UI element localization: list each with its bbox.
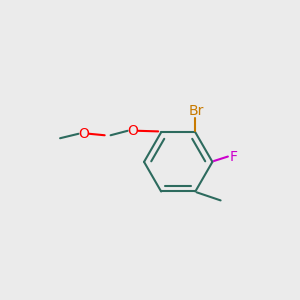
Text: O: O [78, 127, 89, 141]
Text: F: F [229, 149, 237, 164]
Text: Br: Br [188, 104, 204, 118]
Text: O: O [128, 124, 138, 138]
